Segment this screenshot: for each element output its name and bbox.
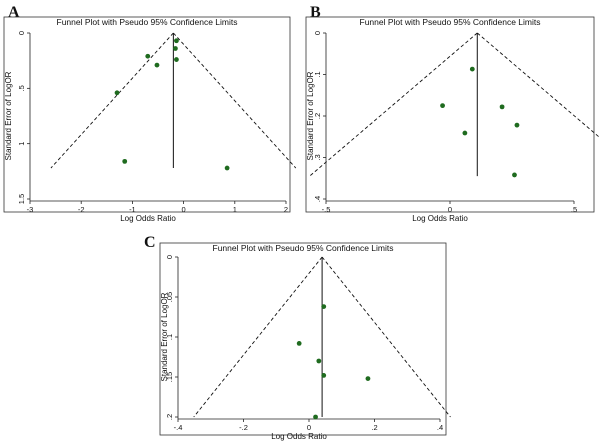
x-axis-label: Log Odds Ratio [271, 432, 327, 441]
x-tick-label: .5 [571, 205, 577, 214]
y-tick-label: 1 [17, 142, 26, 146]
x-tick-label: 1 [233, 205, 237, 214]
y-axis-label: Standard Error of LogOR [160, 292, 169, 381]
y-tick-label: .2 [313, 113, 322, 119]
y-tick-label: .1 [165, 334, 174, 340]
x-tick-label: -.5 [322, 205, 331, 214]
study-point [313, 414, 318, 420]
funnel-plot-panel-c: C Funnel Plot with Pseudo 95% Confidence … [144, 234, 451, 441]
y-tick-label: 0 [17, 31, 26, 35]
x-tick-label: -.2 [239, 423, 248, 432]
y-tick-label: 0 [165, 255, 174, 259]
x-axis-label: Log Odds Ratio [120, 214, 176, 223]
study-point [316, 358, 322, 364]
panel-letter: A [8, 4, 20, 21]
y-tick-label: .05 [165, 292, 174, 302]
x-tick-label: 2 [284, 205, 288, 214]
ci-limit-upper-line [173, 32, 297, 169]
ci-limit-lower-line [309, 32, 478, 177]
funnel-plot-panel-a: A Funnel Plot with Pseudo 95% Confidence … [3, 4, 297, 223]
y-axis-label: Standard Error of LogOR [306, 71, 315, 160]
y-tick-label: .15 [165, 372, 174, 382]
study-point [224, 165, 230, 171]
study-point [440, 103, 445, 109]
y-tick-label: .4 [313, 196, 322, 202]
y-tick-label: 0 [313, 31, 322, 35]
x-axis-label: Log Odds Ratio [412, 214, 468, 223]
x-tick-label: -2 [78, 205, 85, 214]
study-point [174, 57, 179, 62]
chart-title: Funnel Plot with Pseudo 95% Confidence L… [360, 17, 541, 27]
plot-frame [3, 16, 291, 213]
y-tick-label: .1 [313, 71, 322, 77]
ci-limit-lower-line [193, 256, 323, 418]
study-point [114, 90, 120, 96]
y-tick-label: 1.5 [17, 194, 26, 204]
study-point [499, 104, 505, 110]
study-point [173, 46, 178, 51]
panel-letter: B [310, 4, 321, 21]
ci-limit-upper-line [321, 256, 451, 418]
x-tick-label: 0 [448, 205, 452, 214]
study-point [296, 341, 302, 346]
x-tick-label: .2 [371, 423, 377, 432]
study-point [145, 53, 151, 59]
x-tick-label: 0 [307, 423, 311, 432]
study-point [512, 172, 517, 178]
study-point [469, 66, 475, 72]
ci-limit-lower-line [50, 32, 174, 169]
x-tick-label: 0 [182, 205, 186, 214]
study-point [321, 373, 327, 378]
x-tick-label: -1 [129, 205, 136, 214]
study-point [154, 62, 160, 68]
x-tick-label: .4 [437, 423, 443, 432]
plot-frame [159, 242, 447, 436]
x-tick-label: -3 [27, 205, 34, 214]
chart-title: Funnel Plot with Pseudo 95% Confidence L… [213, 243, 394, 253]
study-point [462, 130, 468, 136]
chart-title: Funnel Plot with Pseudo 95% Confidence L… [57, 17, 238, 27]
y-axis-label: Standard Error of LogOR [4, 71, 13, 160]
y-tick-label: .3 [313, 154, 322, 160]
ci-limit-upper-line [476, 32, 600, 139]
panel-letter: C [144, 234, 156, 251]
plot-frame [305, 16, 595, 213]
study-point [365, 376, 371, 381]
study-point [321, 304, 327, 309]
study-point [174, 38, 179, 44]
x-tick-label: -.4 [174, 423, 183, 432]
y-tick-label: .2 [165, 414, 174, 420]
y-tick-label: .5 [17, 85, 26, 91]
study-point [122, 158, 128, 164]
funnel-plot-panel-b: B Funnel Plot with Pseudo 95% Confidence … [305, 4, 600, 223]
study-point [514, 122, 520, 128]
